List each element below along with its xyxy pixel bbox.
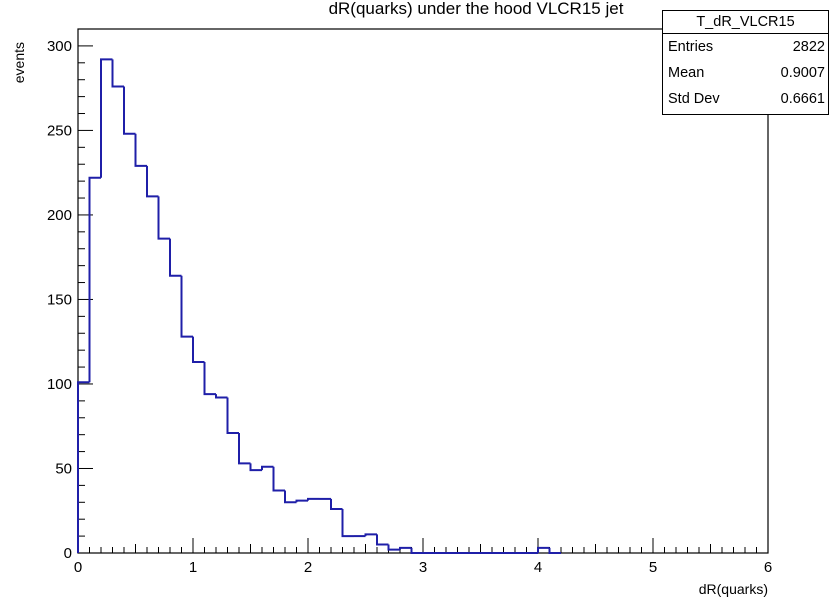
x-axis-title: dR(quarks) (699, 581, 768, 597)
histogram-bin (88, 176, 101, 383)
stats-value: 2822 (792, 39, 825, 55)
histogram-bin (157, 196, 170, 240)
histogram-bin (180, 275, 193, 338)
y-tick-label: 150 (47, 291, 72, 308)
histogram-bin (123, 86, 136, 135)
histogram-bin (146, 165, 159, 198)
histogram-bin (341, 509, 354, 538)
x-tick-label: 5 (649, 559, 657, 576)
y-tick-label: 300 (47, 38, 72, 55)
stats-row-entries: Entries 2822 (663, 34, 828, 60)
x-tick-label: 3 (419, 559, 427, 576)
stats-row-std-dev: Std Dev 0.6661 (663, 86, 828, 112)
stats-label: Std Dev (668, 91, 720, 107)
x-tick-label: 2 (304, 559, 312, 576)
stats-value: 0.9007 (780, 65, 825, 81)
histogram-bin (376, 534, 389, 546)
histogram-bin (387, 544, 400, 551)
histogram-bin (537, 546, 550, 553)
x-tick-label: 0 (74, 559, 82, 576)
histogram-bin (284, 490, 297, 504)
histogram-bin (548, 547, 561, 554)
y-tick-label: 0 (64, 545, 72, 562)
histogram-bin (261, 465, 274, 471)
histogram-bin (330, 498, 343, 511)
histogram-bin (111, 59, 124, 88)
histogram-bin (77, 381, 90, 553)
histogram-bin (226, 397, 239, 434)
histogram-bin (192, 336, 205, 363)
y-tick-label: 50 (55, 460, 72, 477)
x-tick-label: 6 (764, 559, 772, 576)
stats-row-mean: Mean 0.9007 (663, 60, 828, 86)
histogram-bin (100, 58, 113, 178)
stats-box-title: T_dR_VLCR15 (663, 11, 828, 34)
histogram-bin (364, 533, 377, 537)
y-tick-label: 250 (47, 122, 72, 139)
histogram-bin (203, 361, 216, 396)
x-tick-label: 4 (534, 559, 542, 576)
chart-title: dR(quarks) under the hood VLCR15 jet (329, 0, 624, 18)
histogram-bin (307, 497, 320, 501)
y-tick-label: 100 (47, 376, 72, 393)
y-tick-label: 200 (47, 207, 72, 224)
stats-label: Mean (668, 65, 705, 81)
histogram-bin (215, 394, 228, 399)
stats-label: Entries (668, 39, 714, 55)
histogram-bin (399, 546, 412, 550)
histogram-bin (134, 133, 147, 167)
stats-box: T_dR_VLCR15 Entries 2822 Mean 0.9007 Std… (662, 10, 829, 115)
histogram-bin (272, 466, 285, 492)
histogram-bin (295, 499, 308, 503)
x-tick-label: 1 (189, 559, 197, 576)
histogram-bin (238, 432, 251, 465)
histogram-bin (249, 463, 262, 472)
histogram-bin (410, 547, 423, 554)
y-axis-title: events (11, 42, 27, 83)
histogram-bin (169, 238, 182, 277)
stats-value: 0.6661 (780, 91, 825, 107)
